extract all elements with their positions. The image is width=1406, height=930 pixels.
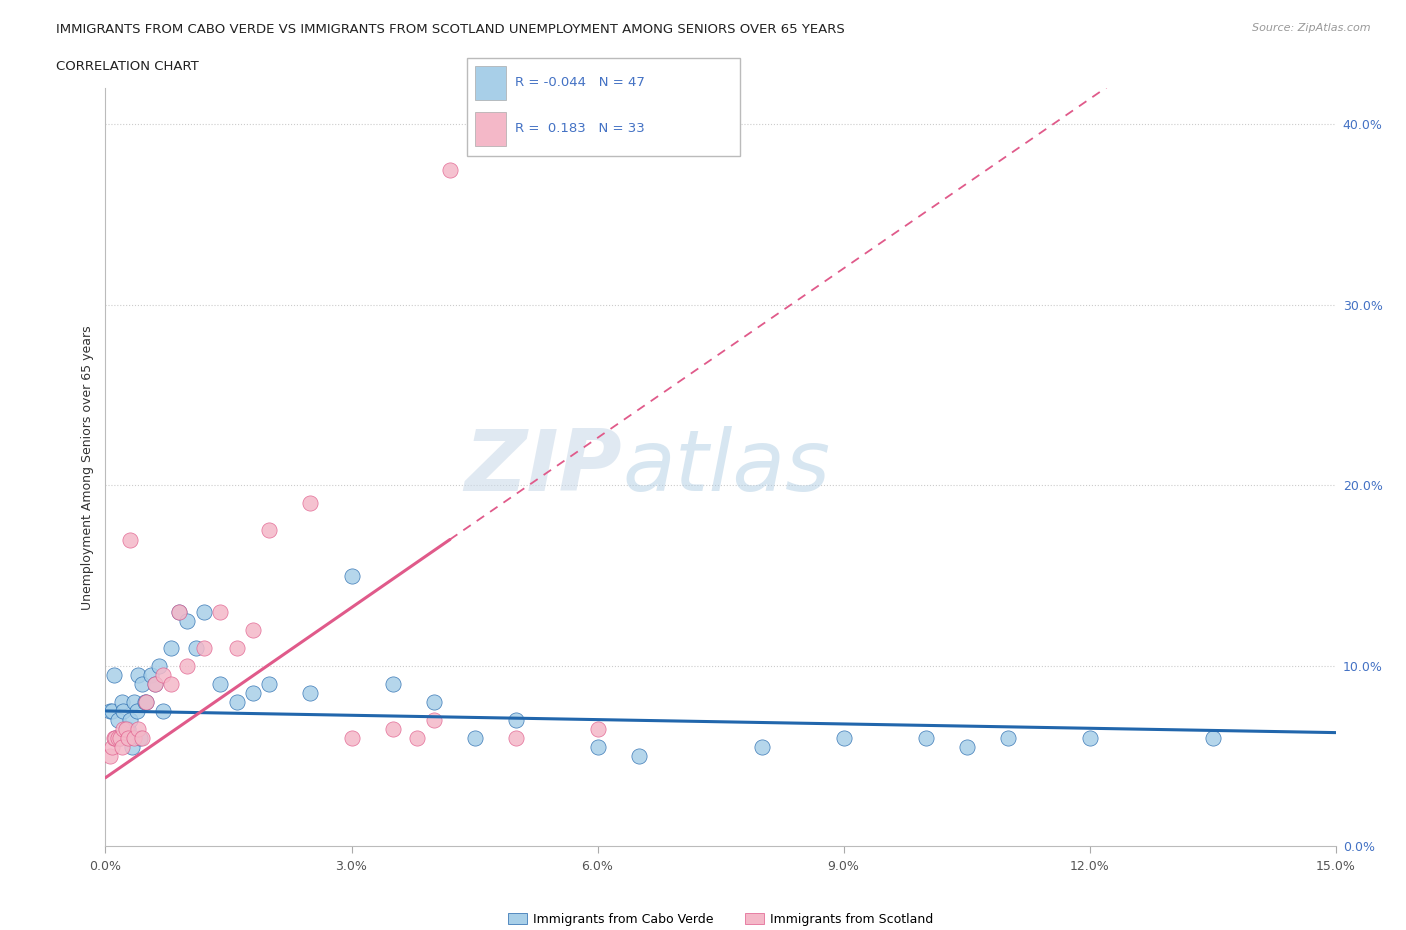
Text: IMMIGRANTS FROM CABO VERDE VS IMMIGRANTS FROM SCOTLAND UNEMPLOYMENT AMONG SENIOR: IMMIGRANTS FROM CABO VERDE VS IMMIGRANTS…: [56, 23, 845, 36]
Point: [586, 722, 609, 737]
Point: [98, 749, 121, 764]
Point: [299, 685, 322, 700]
Point: [131, 676, 153, 691]
Point: [139, 668, 162, 683]
Legend: Immigrants from Cabo Verde, Immigrants from Scotland: Immigrants from Cabo Verde, Immigrants f…: [503, 908, 938, 930]
Point: [135, 695, 157, 710]
Point: [956, 739, 979, 754]
Point: [129, 731, 152, 746]
Text: CORRELATION CHART: CORRELATION CHART: [56, 60, 200, 73]
Point: [120, 712, 141, 727]
Point: [299, 496, 322, 511]
Point: [110, 731, 132, 746]
Text: R =  0.183   N = 33: R = 0.183 N = 33: [515, 123, 644, 136]
Point: [242, 685, 264, 700]
Point: [997, 731, 1019, 746]
Point: [103, 731, 125, 746]
Point: [98, 703, 121, 718]
Point: [148, 658, 170, 673]
Point: [112, 722, 135, 737]
Point: [381, 722, 404, 737]
Point: [125, 703, 148, 718]
Point: [122, 731, 145, 746]
FancyBboxPatch shape: [467, 58, 740, 156]
Point: [586, 739, 609, 754]
Point: [176, 613, 198, 628]
Text: ZIP: ZIP: [464, 426, 621, 509]
Point: [127, 668, 149, 683]
Point: [505, 712, 527, 727]
Point: [107, 731, 129, 746]
Point: [131, 731, 153, 746]
Point: [422, 712, 444, 727]
Point: [103, 668, 125, 683]
Point: [107, 712, 129, 727]
Point: [169, 604, 191, 619]
Point: [101, 739, 124, 754]
Point: [209, 604, 232, 619]
Point: [209, 676, 232, 691]
Point: [152, 668, 174, 683]
Point: [115, 722, 138, 737]
Point: [152, 703, 174, 718]
Point: [422, 695, 444, 710]
Point: [127, 722, 149, 737]
Point: [111, 739, 134, 754]
FancyBboxPatch shape: [475, 113, 506, 146]
Point: [176, 658, 198, 673]
Point: [104, 731, 127, 746]
Point: [832, 731, 855, 746]
Y-axis label: Unemployment Among Seniors over 65 years: Unemployment Among Seniors over 65 years: [80, 325, 94, 610]
Point: [193, 604, 215, 619]
Point: [1078, 731, 1101, 746]
Point: [117, 722, 139, 737]
Point: [134, 695, 156, 710]
Point: [101, 703, 124, 718]
Point: [259, 523, 281, 538]
Point: [135, 695, 157, 710]
Point: [914, 731, 936, 746]
Point: [122, 695, 145, 710]
Point: [160, 676, 183, 691]
Point: [120, 532, 141, 547]
Point: [464, 731, 486, 746]
FancyBboxPatch shape: [475, 66, 506, 100]
Text: atlas: atlas: [621, 426, 830, 509]
Point: [143, 676, 166, 691]
Point: [225, 641, 247, 656]
Point: [439, 162, 461, 177]
Point: [111, 695, 134, 710]
Point: [406, 731, 429, 746]
Text: R = -0.044   N = 47: R = -0.044 N = 47: [515, 76, 644, 89]
Point: [627, 749, 650, 764]
Point: [117, 731, 139, 746]
Point: [505, 731, 527, 746]
Point: [225, 695, 247, 710]
Point: [381, 676, 404, 691]
Point: [1202, 731, 1225, 746]
Point: [112, 703, 135, 718]
Point: [340, 731, 363, 746]
Point: [115, 722, 138, 737]
Point: [160, 641, 183, 656]
Point: [193, 641, 215, 656]
Point: [259, 676, 281, 691]
Point: [121, 739, 143, 754]
Text: Source: ZipAtlas.com: Source: ZipAtlas.com: [1253, 23, 1371, 33]
Point: [110, 731, 132, 746]
Point: [751, 739, 773, 754]
Point: [104, 731, 127, 746]
Point: [184, 641, 207, 656]
Point: [169, 604, 191, 619]
Point: [242, 622, 264, 637]
Point: [143, 676, 166, 691]
Point: [340, 568, 363, 583]
